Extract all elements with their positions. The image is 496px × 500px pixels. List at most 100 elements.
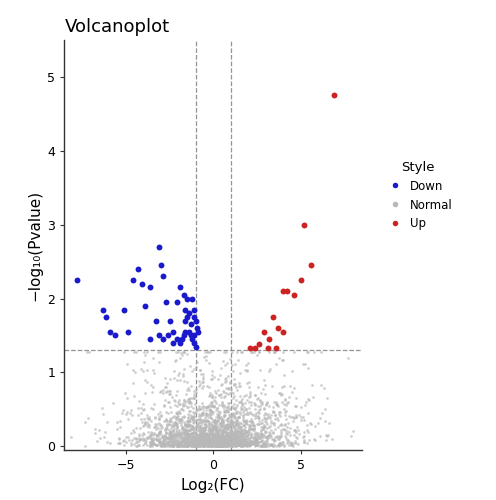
Point [216, 436, 224, 444]
Point [251, 392, 259, 400]
Point [219, 438, 227, 446]
Point [215, 441, 223, 449]
Point [231, 426, 239, 434]
Point [221, 408, 229, 416]
Point [272, 344, 280, 352]
Point [197, 435, 205, 443]
Point [297, 416, 305, 424]
Point [208, 431, 216, 439]
Point [235, 414, 243, 422]
Point [162, 440, 170, 448]
Point [173, 402, 181, 409]
Point [235, 436, 243, 444]
Point [168, 432, 176, 440]
Point [202, 436, 210, 444]
Point [240, 440, 248, 448]
Point [255, 348, 263, 356]
Point [163, 422, 171, 430]
Point [212, 424, 220, 432]
Point [147, 440, 155, 448]
Point [163, 434, 171, 442]
Point [226, 379, 234, 387]
Point [127, 441, 135, 449]
Point [215, 426, 223, 434]
Point [161, 441, 169, 449]
Point [166, 437, 174, 445]
Point [186, 438, 194, 446]
Point [234, 434, 242, 442]
Point [233, 440, 241, 448]
Point [246, 388, 254, 396]
Point [223, 424, 231, 432]
Point [256, 396, 264, 404]
Point [203, 431, 211, 439]
Point [237, 404, 245, 412]
Point [174, 431, 182, 439]
Point [188, 440, 196, 448]
Point [189, 438, 197, 446]
Point [257, 388, 265, 396]
Point [272, 400, 280, 408]
Point [234, 438, 242, 446]
Point [221, 442, 229, 450]
Point [225, 435, 233, 443]
Point [223, 428, 231, 436]
Point [203, 432, 211, 440]
Point [200, 438, 208, 446]
Point [280, 400, 288, 408]
Point [311, 436, 319, 444]
Point [135, 441, 143, 449]
Point [214, 407, 222, 415]
Point [252, 439, 260, 447]
Point [212, 425, 220, 433]
Point [265, 431, 273, 439]
Point [232, 407, 240, 415]
Point [258, 426, 266, 434]
Point [199, 427, 207, 435]
Point [240, 438, 248, 446]
Point [218, 440, 226, 448]
Point [181, 437, 188, 445]
Point [205, 442, 213, 450]
Point [201, 434, 209, 442]
Point [236, 433, 244, 441]
Point [198, 404, 206, 411]
Point [225, 424, 233, 432]
Point [187, 435, 195, 443]
Point [174, 434, 182, 442]
Point [227, 420, 235, 428]
Point [238, 400, 246, 408]
Point [115, 434, 123, 442]
Point [180, 434, 188, 442]
Point [207, 439, 215, 447]
Point [269, 313, 277, 321]
Point [232, 434, 240, 442]
Point [150, 423, 158, 431]
Point [200, 433, 208, 441]
Point [208, 398, 216, 406]
Point [200, 435, 208, 443]
Point [231, 430, 239, 438]
Point [236, 441, 244, 449]
Point [236, 441, 244, 449]
Point [292, 440, 300, 448]
Point [215, 441, 223, 449]
Point [237, 428, 245, 436]
Point [179, 428, 186, 436]
Point [236, 392, 244, 400]
Point [219, 440, 227, 448]
Point [188, 440, 196, 448]
Point [324, 431, 332, 439]
Point [183, 350, 191, 358]
Point [197, 433, 205, 441]
Point [169, 412, 177, 420]
Point [211, 422, 219, 430]
Point [217, 442, 225, 450]
Point [219, 428, 227, 436]
Point [184, 417, 191, 425]
Point [208, 439, 216, 447]
Point [217, 431, 225, 439]
Point [281, 396, 289, 404]
Point [183, 398, 191, 406]
Point [273, 400, 281, 408]
